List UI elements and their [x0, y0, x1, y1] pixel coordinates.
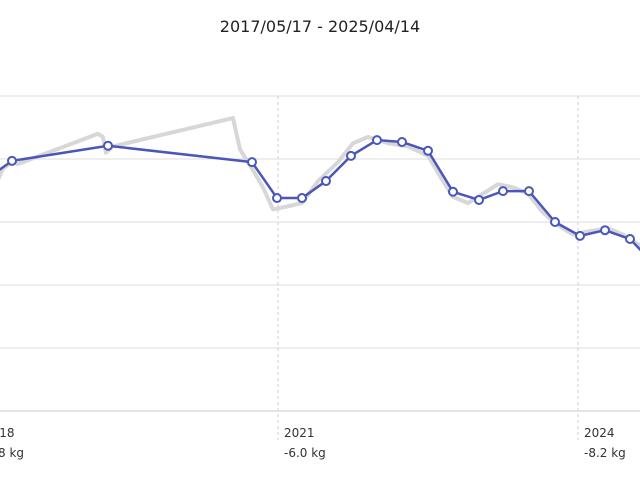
- trend-point: [346, 150, 356, 161]
- trend-point: [7, 155, 17, 166]
- x-tick-label: 2024: [584, 426, 615, 440]
- trend-point: [321, 176, 331, 187]
- x-tick-sublabel: -8.2 kg: [584, 446, 626, 460]
- trend-point: [423, 145, 433, 156]
- trend-point: [550, 217, 560, 227]
- trend-point: [474, 194, 484, 205]
- trend-point: [103, 140, 113, 151]
- trend-point: [600, 225, 610, 236]
- trend-point: [297, 193, 307, 204]
- trend-point: [498, 186, 508, 197]
- trend-point: [397, 136, 407, 147]
- chart-title: 2017/05/17 - 2025/04/14: [219, 17, 421, 36]
- trend-point: [372, 135, 382, 146]
- trend-point: [524, 186, 534, 197]
- x-tick-sublabel: -6.0 kg: [284, 446, 326, 460]
- trend-point: [625, 234, 635, 245]
- trend-point: [272, 193, 282, 204]
- trend-point: [575, 230, 585, 241]
- trend-point: [247, 157, 257, 168]
- x-tick-label: 2018: [0, 426, 15, 440]
- x-tick-label: 2021: [284, 426, 315, 440]
- x-tick-sublabel: 8 kg: [0, 446, 24, 460]
- trend-point: [448, 186, 458, 197]
